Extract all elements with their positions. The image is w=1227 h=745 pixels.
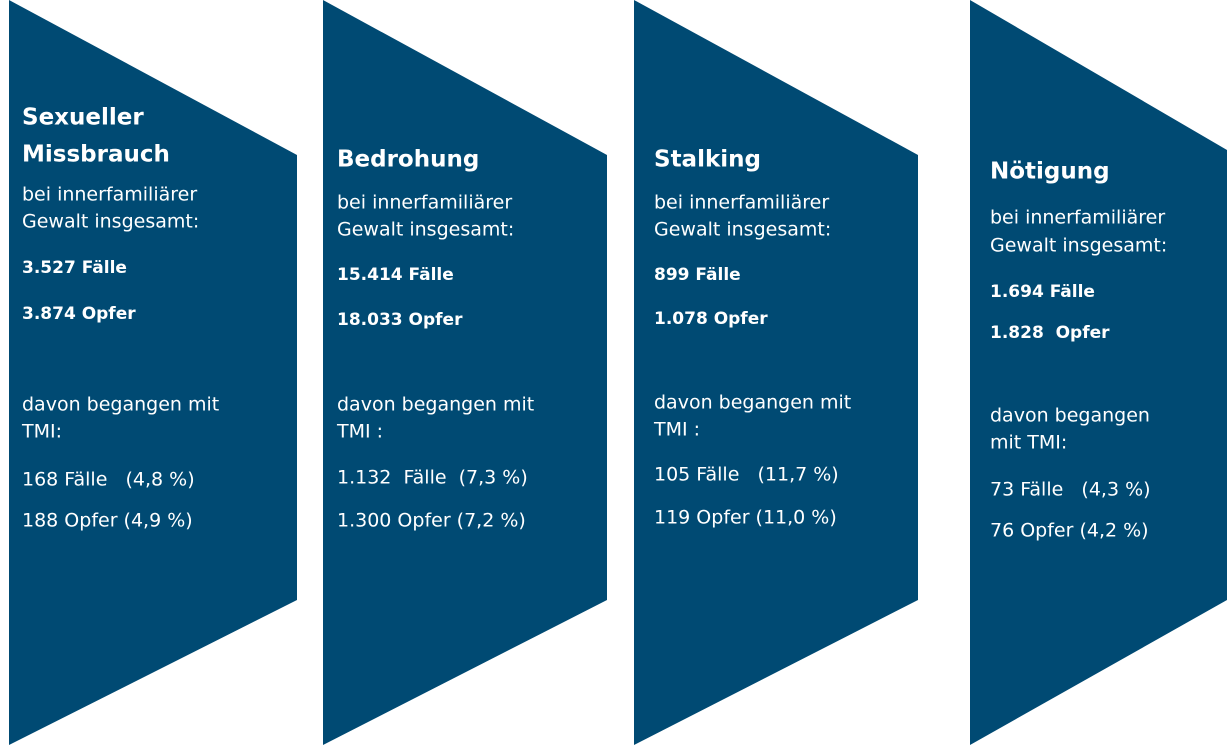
panel-intro: Gewalt insgesamt:: [654, 219, 831, 241]
panel-shares: 76 Opfer (4,2 %): [990, 520, 1149, 542]
panel-intro: bei innerfamiliärer: [654, 192, 829, 214]
panel-subset: TMI :: [336, 421, 383, 443]
panel-subset: mit TMI:: [990, 432, 1067, 454]
panel-subset: davon begangen mit: [654, 392, 851, 414]
panel-intro: bei innerfamiliärer: [22, 184, 197, 206]
panel-totals: 3.874 Opfer: [22, 304, 136, 324]
panel-subset: davon begangen: [990, 405, 1150, 427]
panel-shares: 188 Opfer (4,9 %): [22, 510, 193, 532]
panel-title: Missbrauch: [22, 142, 170, 168]
panel-shares: 105 Fälle (11,7 %): [654, 464, 839, 486]
panel-shares: 168 Fälle (4,8 %): [22, 469, 195, 491]
panel-subset: TMI :: [653, 419, 700, 441]
panel-shares: 73 Fälle (4,3 %): [990, 479, 1151, 501]
panel-subset: TMI:: [21, 421, 62, 443]
panel-intro: Gewalt insgesamt:: [337, 219, 514, 241]
panel-totals: 15.414 Fälle: [337, 265, 454, 285]
panel-totals: 3.527 Fälle: [22, 258, 127, 278]
panel-title: Nötigung: [990, 159, 1110, 185]
panel-intro: bei innerfamiliärer: [337, 192, 512, 214]
panel-intro: Gewalt insgesamt:: [22, 211, 199, 233]
panel-intro: Gewalt insgesamt:: [990, 235, 1167, 257]
chevron: [634, 0, 918, 745]
chevron: [970, 0, 1227, 745]
panel-title: Sexueller: [22, 105, 144, 131]
chevron: [323, 0, 607, 745]
panel-totals: 899 Fälle: [654, 265, 741, 285]
panel-title: Bedrohung: [337, 147, 479, 173]
chevron: [9, 0, 297, 745]
panel-title: Stalking: [654, 147, 761, 173]
panel-subset: davon begangen mit: [337, 394, 534, 416]
panel-totals: 1.078 Opfer: [654, 309, 768, 329]
panel-totals: 1.828 Opfer: [990, 323, 1110, 343]
panel-subset: davon begangen mit: [22, 394, 219, 416]
panel-shares: 1.132 Fälle (7,3 %): [337, 467, 528, 489]
panel-shares: 119 Opfer (11,0 %): [654, 507, 837, 529]
panel-intro: bei innerfamiliärer: [990, 207, 1165, 229]
panel-totals: 18.033 Opfer: [337, 310, 463, 330]
panel-shares: 1.300 Opfer (7,2 %): [337, 510, 526, 532]
panel-totals: 1.694 Fälle: [990, 282, 1095, 302]
